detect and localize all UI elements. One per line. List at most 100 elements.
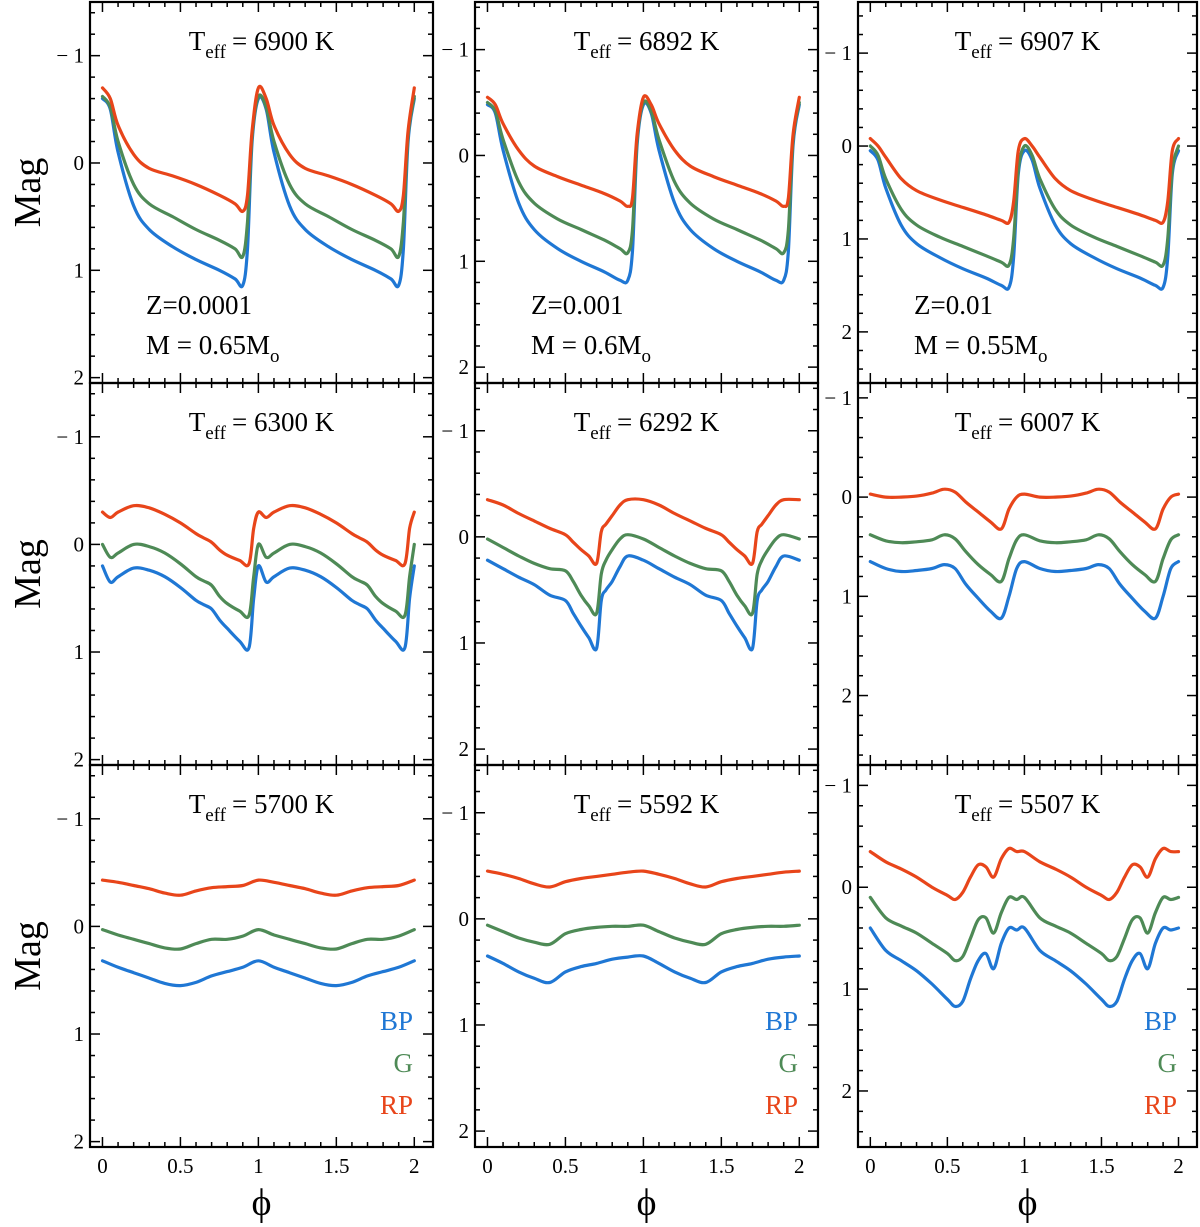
series-rp-line (485, 497, 801, 566)
x-tick-label: 2 (1173, 1154, 1184, 1178)
y-tick-label: 0 (842, 485, 853, 509)
x-axis-title: ϕ (636, 1182, 656, 1224)
y-tick-label: 2 (74, 1130, 85, 1154)
mass-label: M = 0.65Mo (146, 330, 280, 367)
y-tick-label: 1 (842, 977, 853, 1001)
x-tick-label: 2 (794, 1154, 805, 1178)
y-tick-label: 1 (459, 631, 470, 655)
y-tick-label: 1 (842, 227, 853, 251)
legend-bp: BP (765, 1006, 798, 1036)
y-tick-label: 0 (459, 907, 470, 931)
y-tick-label: 0 (74, 151, 85, 175)
legend-rp: RP (380, 1090, 413, 1120)
mass-label: M = 0.55Mo (914, 330, 1048, 367)
y-tick-label: 1 (74, 640, 85, 664)
panels-group: − 1 0 1 2 Teff = 6900 K Z=0.0001 M = 0.65Mo − 1 0… (56, 0, 1199, 1178)
series-rp-line (868, 487, 1181, 531)
panel-1-0: − 1 0 1 2 Teff = 6300 K (56, 381, 435, 772)
panel-frame (473, 381, 820, 767)
teff-label: Teff = 6007 K (955, 407, 1101, 444)
series-rp-line (100, 84, 416, 214)
panel-0-1: − 1 0 1 2 Teff = 6892 K Z=0.001 M = 0.6Mo (441, 0, 820, 385)
series-bp-line (485, 101, 801, 285)
y-tick-label: 2 (459, 1119, 470, 1143)
teff-label: Teff = 5592 K (574, 789, 720, 826)
series-bp-line (100, 564, 416, 652)
series-g-line (868, 143, 1181, 269)
legend-g: G (394, 1048, 414, 1078)
mass-label: M = 0.6Mo (531, 330, 651, 367)
y-tick-label: 0 (459, 525, 470, 549)
panel-frame (88, 0, 435, 385)
series-g-line (485, 923, 801, 947)
series-rp-line (868, 846, 1181, 902)
x-tick-label: 1 (253, 1154, 264, 1178)
x-tick-label: 0 (482, 1154, 493, 1178)
y-tick-label: − 1 (824, 773, 852, 797)
series-g-line (868, 533, 1181, 584)
legend-bp: BP (1144, 1006, 1177, 1036)
y-tick-label: 2 (459, 355, 470, 379)
y-tick-label: 2 (74, 748, 85, 772)
panel-frame (856, 763, 1199, 1149)
y-tick-label: − 1 (441, 419, 469, 443)
teff-label: Teff = 5507 K (955, 789, 1101, 826)
teff-label: Teff = 6292 K (574, 407, 720, 444)
y-tick-label: 2 (74, 366, 85, 390)
y-tick-label: − 1 (824, 41, 852, 65)
series-g-line (100, 542, 416, 620)
series-bp-line (868, 925, 1181, 1009)
axis-titles-group: Mag Mag Mag ϕ ϕ ϕ (7, 158, 1038, 1224)
y-tick-label: 0 (74, 914, 85, 938)
legend-g: G (779, 1048, 799, 1078)
x-tick-label: 1.5 (708, 1154, 734, 1178)
y-tick-label: 0 (842, 875, 853, 899)
series-g-line (485, 533, 801, 617)
y-tick-label: 1 (842, 584, 853, 608)
series-bp-line (485, 554, 801, 652)
x-tick-label: 1.5 (1088, 1154, 1114, 1178)
series-g-line (100, 927, 416, 951)
panel-2-2: − 1 0 1 2 0 0.5 1 1.5 2 Teff = 5507 K BP G RP (824, 763, 1199, 1178)
x-tick-label: 1 (638, 1154, 649, 1178)
teff-label: Teff = 6900 K (189, 26, 335, 63)
panel-frame (473, 763, 820, 1149)
y-tick-label: 2 (842, 1079, 853, 1103)
y-tick-label: − 1 (441, 801, 469, 825)
y-tick-label: 0 (842, 134, 853, 158)
x-tick-label: 0 (97, 1154, 108, 1178)
y-tick-label: − 1 (441, 38, 469, 62)
x-tick-label: 0.5 (552, 1154, 578, 1178)
y-axis-title: Mag (7, 158, 49, 228)
y-tick-label: − 1 (56, 425, 84, 449)
series-bp-line (868, 560, 1181, 621)
panel-1-2: − 1 0 1 2 Teff = 6007 K (824, 381, 1199, 767)
y-tick-label: 2 (842, 684, 853, 708)
y-tick-label: 1 (74, 258, 85, 282)
y-tick-label: − 1 (824, 386, 852, 410)
metallicity-label: Z=0.01 (914, 290, 993, 320)
series-bp-line (100, 959, 416, 988)
panel-1-1: − 1 0 1 2 Teff = 6292 K (441, 381, 820, 767)
x-axis-title: ϕ (251, 1182, 271, 1224)
panel-frame (88, 763, 435, 1149)
legend-rp: RP (765, 1090, 798, 1120)
y-tick-label: 0 (459, 143, 470, 167)
panel-0-2: − 1 0 1 2 Teff = 6907 K Z=0.01 M = 0.55Mo (824, 0, 1199, 385)
series-rp-line (485, 94, 801, 209)
x-tick-label: 2 (409, 1154, 420, 1178)
x-tick-label: 0.5 (167, 1154, 193, 1178)
teff-label: Teff = 5700 K (189, 789, 335, 826)
series-bp-line (868, 148, 1181, 291)
panel-frame (856, 0, 1199, 385)
legend-bp: BP (380, 1006, 413, 1036)
series-rp-line (485, 869, 801, 889)
series-bp-line (485, 954, 801, 985)
x-axis-title: ϕ (1017, 1182, 1037, 1224)
teff-label: Teff = 6892 K (574, 26, 720, 63)
series-rp-line (100, 503, 416, 568)
x-tick-label: 0 (865, 1154, 876, 1178)
x-tick-label: 0.5 (934, 1154, 960, 1178)
